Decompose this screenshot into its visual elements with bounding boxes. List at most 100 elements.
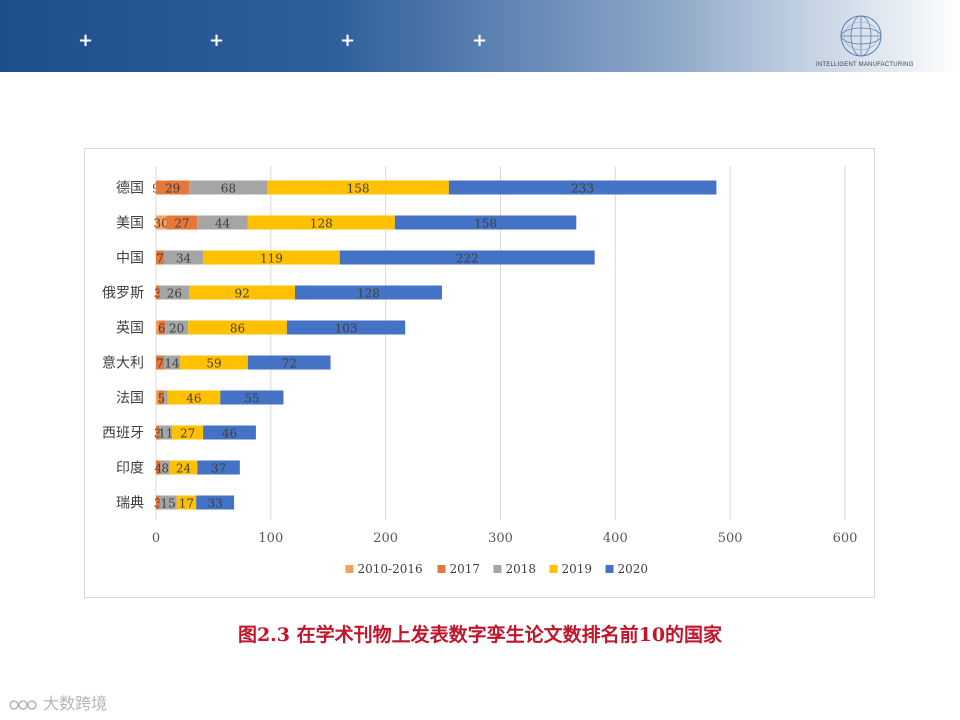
y-category-label: 意大利	[102, 355, 144, 372]
data-label: 233	[571, 182, 594, 196]
data-label: 68	[221, 182, 236, 196]
bar-segment	[188, 320, 287, 335]
x-tick-label: 500	[718, 531, 743, 546]
data-label: 6	[158, 322, 166, 336]
x-tick-label: 300	[488, 531, 513, 546]
data-label: 33	[207, 497, 222, 511]
data-label: 86	[230, 322, 245, 336]
bar-segment	[156, 250, 165, 265]
bar-segment	[156, 320, 159, 335]
bar-segment	[203, 250, 340, 265]
bar-segment	[156, 215, 167, 230]
bar-segment	[164, 390, 168, 405]
y-category-label: 印度	[116, 461, 144, 477]
data-label: 34	[176, 252, 192, 266]
figure-caption: 图2.3 在学术刊物上发表数字孪生论文数排名前10的国家	[237, 624, 723, 646]
globe-logo-icon	[840, 15, 882, 57]
y-category-label: 德国	[116, 181, 144, 197]
data-label: 17	[179, 497, 194, 511]
bar-segment	[156, 425, 160, 440]
bar-segment	[156, 285, 160, 300]
data-label: 158	[347, 182, 370, 196]
data-label: 11	[158, 427, 173, 441]
data-label: 222	[456, 252, 479, 266]
bar-segment	[160, 460, 170, 475]
data-label: 46	[222, 427, 237, 441]
bar-segment	[164, 250, 204, 265]
legend-swatch	[437, 565, 446, 573]
bar-segment	[180, 355, 248, 370]
data-label: 158	[474, 217, 497, 231]
stacked-bar-chart: 0100200300400500600德国92968158233美国302744…	[102, 166, 858, 576]
plus-icon: +	[340, 30, 356, 51]
data-label: 15	[160, 497, 175, 511]
bar-segment	[220, 390, 284, 405]
bar-segment	[159, 425, 173, 440]
bar-segment	[169, 460, 198, 475]
x-tick-label: 100	[258, 531, 283, 546]
bar-segment	[156, 355, 165, 370]
header-banner: + + + + INTELLIGENT MANUFACTURING	[0, 0, 960, 72]
plus-icon: +	[209, 30, 225, 51]
y-category-label: 西班牙	[102, 426, 144, 442]
data-label: 3	[154, 287, 162, 301]
data-label: 128	[310, 217, 333, 231]
y-category-label: 美国	[116, 216, 144, 232]
y-category-label: 英国	[116, 320, 144, 337]
logo-text: INTELLIGENT MANUFACTURING	[816, 62, 914, 68]
data-label: 37	[211, 462, 226, 476]
watermark: 大数跨境	[8, 690, 107, 714]
data-label: 30	[154, 217, 169, 231]
legend-label: 2019	[562, 562, 593, 576]
data-label: 55	[244, 392, 259, 406]
bar-segment	[247, 215, 395, 230]
bar-segment	[164, 355, 181, 370]
data-label: 3	[154, 497, 162, 511]
legend-swatch	[605, 565, 614, 573]
bar-segment	[189, 285, 295, 300]
data-label: 8	[161, 462, 169, 476]
data-label: 24	[176, 462, 192, 476]
data-label: 27	[174, 217, 189, 231]
y-category-label: 中国	[116, 251, 144, 267]
data-label: 5	[157, 392, 165, 406]
bar-segment	[158, 320, 166, 335]
data-label: 4	[154, 462, 162, 476]
data-label: 26	[167, 287, 182, 301]
plus-icon: +	[78, 30, 94, 51]
bar-segment	[159, 495, 177, 510]
x-tick-label: 200	[373, 531, 398, 546]
data-label: 7	[156, 357, 164, 371]
data-label: 92	[234, 287, 249, 301]
bar-segment	[172, 425, 204, 440]
x-tick-label: 600	[833, 531, 858, 546]
data-label: 46	[186, 392, 201, 406]
data-label: 7	[156, 252, 164, 266]
legend-swatch	[549, 565, 558, 573]
legend-label: 2010-2016	[358, 562, 423, 576]
bar-segment	[167, 390, 221, 405]
data-label: 128	[357, 287, 380, 301]
bar-segment	[156, 495, 160, 510]
data-label: 29	[165, 182, 180, 196]
bar-segment	[189, 180, 268, 195]
bar-segment	[394, 215, 577, 230]
bar-segment	[156, 180, 190, 195]
data-label: 27	[180, 427, 195, 441]
data-label: 14	[164, 357, 180, 371]
legend-label: 2017	[450, 562, 481, 576]
data-label: 119	[260, 252, 283, 266]
data-label: 20	[169, 322, 184, 336]
watermark-text: 大数跨境	[43, 694, 108, 713]
bar-segment	[159, 285, 190, 300]
data-label: 3	[154, 427, 162, 441]
data-label: 44	[215, 217, 231, 231]
y-category-label: 瑞典	[116, 496, 144, 512]
bar-segment	[156, 460, 161, 475]
bar-segment	[165, 320, 189, 335]
legend-swatch	[493, 565, 502, 573]
bar-segment	[267, 180, 449, 195]
watermark-logo-icon	[9, 699, 37, 710]
bar-segment	[339, 250, 595, 265]
bar-segment	[176, 495, 197, 510]
